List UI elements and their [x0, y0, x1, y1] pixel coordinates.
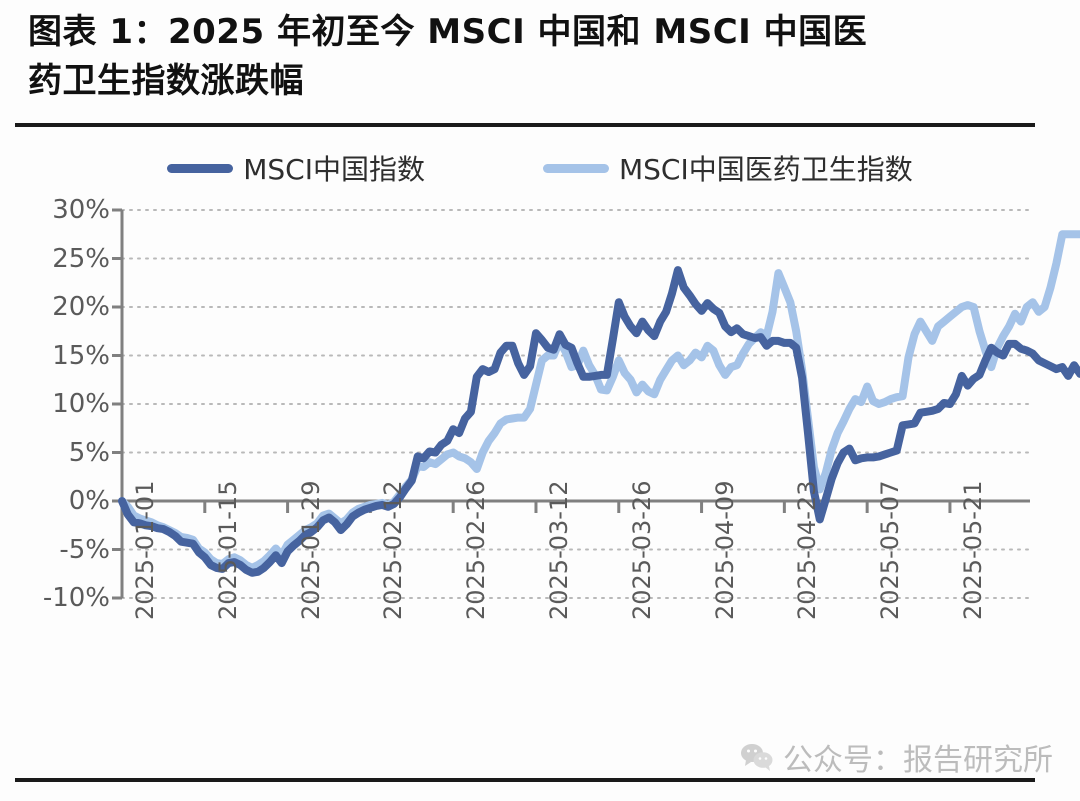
y-tick-label: 15%: [52, 340, 110, 371]
y-tick-label: 5%: [68, 437, 110, 468]
legend-swatch-dark: [167, 163, 234, 173]
x-tick-label: 2025-01-01: [131, 480, 159, 620]
title-divider: [15, 123, 1035, 127]
x-tick-label: 2025-02-12: [379, 480, 408, 620]
figure-title-block: 图表 1：2025 年初至今 MSCI 中国和 MSCI 中国医 药卫生指数涨跌…: [28, 8, 1043, 106]
x-tick-label: 2025-01-29: [296, 480, 325, 620]
legend-swatch-light: [543, 163, 609, 173]
y-tick-label: -10%: [42, 583, 110, 613]
wechat-icon: [741, 744, 773, 771]
legend-label-dark: MSCI中国指数: [243, 153, 425, 186]
series-line-dark: [118, 266, 1080, 577]
legend-label-light: MSCI中国医药卫生指数: [619, 153, 913, 186]
x-tick-label: 2025-02-26: [462, 480, 491, 620]
x-tick-label: 2025-04-23: [793, 480, 822, 620]
x-tick-label: 2025-05-21: [958, 480, 987, 620]
y-tick-label: 25%: [52, 243, 110, 274]
page-title: 图表 1：2025 年初至今 MSCI 中国和 MSCI 中国医 药卫生指数涨跌…: [28, 12, 868, 101]
y-tick-label: 0%: [68, 486, 110, 516]
x-tick-label: 2025-04-09: [710, 480, 739, 620]
watermark: 公众号：报告研究所: [740, 735, 1053, 779]
y-tick-label: 10%: [52, 389, 110, 419]
watermark-text: 公众号：报告研究所: [783, 743, 1053, 778]
y-tick-label: 30%: [52, 195, 110, 225]
y-tick-label: 20%: [52, 292, 110, 322]
y-tick-label: -5%: [59, 534, 110, 565]
x-tick-label: 2025-05-07: [876, 480, 905, 620]
x-tick-label: 2025-01-15: [213, 480, 242, 620]
x-tick-label: 2025-03-12: [544, 480, 573, 620]
x-tick-label: 2025-03-26: [627, 480, 656, 620]
chart-legend: MSCI中国指数 MSCI中国医药卫生指数: [0, 148, 1080, 188]
series-line-light: [118, 230, 1080, 572]
legend-item-light[interactable]: MSCI中国医药卫生指数: [543, 148, 913, 188]
legend-item-dark[interactable]: MSCI中国指数: [167, 148, 425, 188]
bottom-divider: [15, 778, 1035, 782]
